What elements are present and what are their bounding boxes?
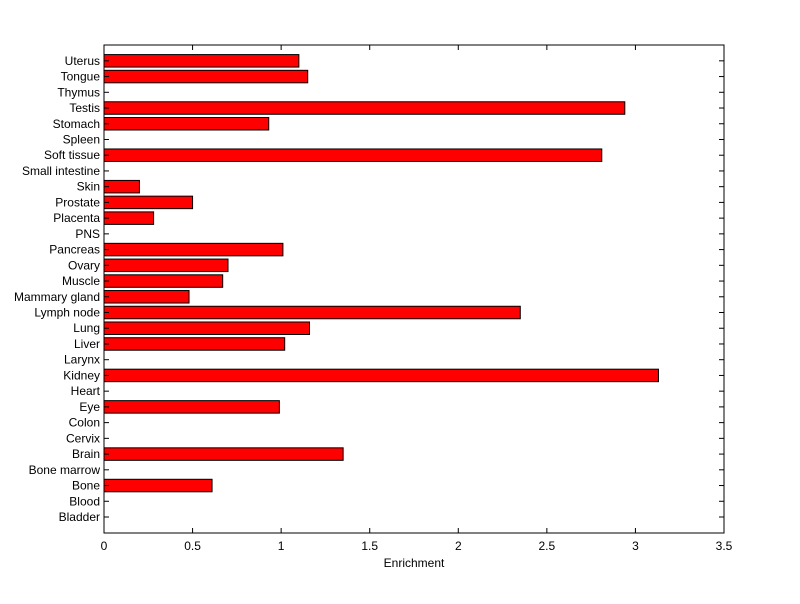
- x-tick-label: 3.5: [716, 539, 733, 553]
- y-tick-label: Blood: [69, 494, 100, 508]
- y-tick-label: Ovary: [68, 258, 100, 272]
- y-tick-label: Larynx: [64, 353, 100, 367]
- y-tick-label: Prostate: [55, 195, 100, 209]
- y-tick-label: Liver: [74, 337, 100, 351]
- y-tick-label: Muscle: [62, 274, 100, 288]
- x-tick-label: 0.5: [184, 539, 201, 553]
- y-tick-label: Spleen: [63, 132, 100, 146]
- bar: [103, 101, 626, 115]
- bar: [103, 242, 284, 257]
- y-tick-label: Lymph node: [34, 306, 100, 320]
- y-tick-label: Placenta: [53, 211, 100, 225]
- y-tick-label: Pancreas: [49, 243, 100, 257]
- bar: [103, 69, 309, 84]
- y-tick-label: Cervix: [66, 431, 100, 445]
- bar: [103, 290, 190, 304]
- x-tick-label: 2: [455, 539, 462, 553]
- x-tick-label: 3: [632, 539, 639, 553]
- y-tick-label: Small intestine: [22, 164, 100, 178]
- y-tick-label: Lung: [73, 321, 100, 335]
- y-tick-label: Soft tissue: [44, 148, 100, 162]
- bar: [103, 54, 300, 68]
- y-tick-label: Brain: [72, 447, 100, 461]
- y-tick-label: Testis: [69, 101, 100, 115]
- y-tick-label: Bone: [72, 479, 100, 493]
- y-tick-label: Uterus: [65, 54, 100, 68]
- bar: [103, 179, 140, 194]
- y-tick-label: Tongue: [61, 70, 101, 84]
- bar: [103, 368, 659, 383]
- ticks-layer: [103, 45, 725, 533]
- bar: [103, 258, 229, 273]
- bar: [103, 148, 603, 162]
- bar: [103, 305, 521, 320]
- x-tick-label: 2.5: [539, 539, 556, 553]
- bar: [103, 321, 310, 335]
- bar: [103, 478, 213, 493]
- x-tick-label: 0: [101, 539, 108, 553]
- bar: [103, 400, 280, 414]
- y-tick-label: PNS: [75, 227, 100, 241]
- bars-layer: [103, 54, 659, 493]
- bar: [103, 274, 224, 288]
- y-tick-label: Skin: [77, 180, 100, 194]
- y-tick-label: Thymus: [57, 85, 100, 99]
- y-tick-label: Eye: [79, 400, 100, 414]
- y-tick-label: Colon: [69, 416, 100, 430]
- y-tick-label: Bladder: [59, 510, 100, 524]
- y-tick-label: Bone marrow: [29, 463, 101, 477]
- bar: [103, 211, 155, 225]
- axes-box: [103, 44, 725, 534]
- y-tick-label: Stomach: [53, 117, 100, 131]
- y-tick-label: Heart: [71, 384, 101, 398]
- y-tick-label: Mammary gland: [14, 290, 100, 304]
- x-tick-label: 1.5: [361, 539, 378, 553]
- bar: [103, 447, 344, 461]
- bar: [103, 117, 270, 131]
- x-tick-label: 1: [278, 539, 285, 553]
- bar: [103, 337, 286, 351]
- bar: [103, 195, 194, 210]
- x-axis-label: Enrichment: [384, 556, 445, 570]
- y-tick-label: Kidney: [63, 368, 100, 382]
